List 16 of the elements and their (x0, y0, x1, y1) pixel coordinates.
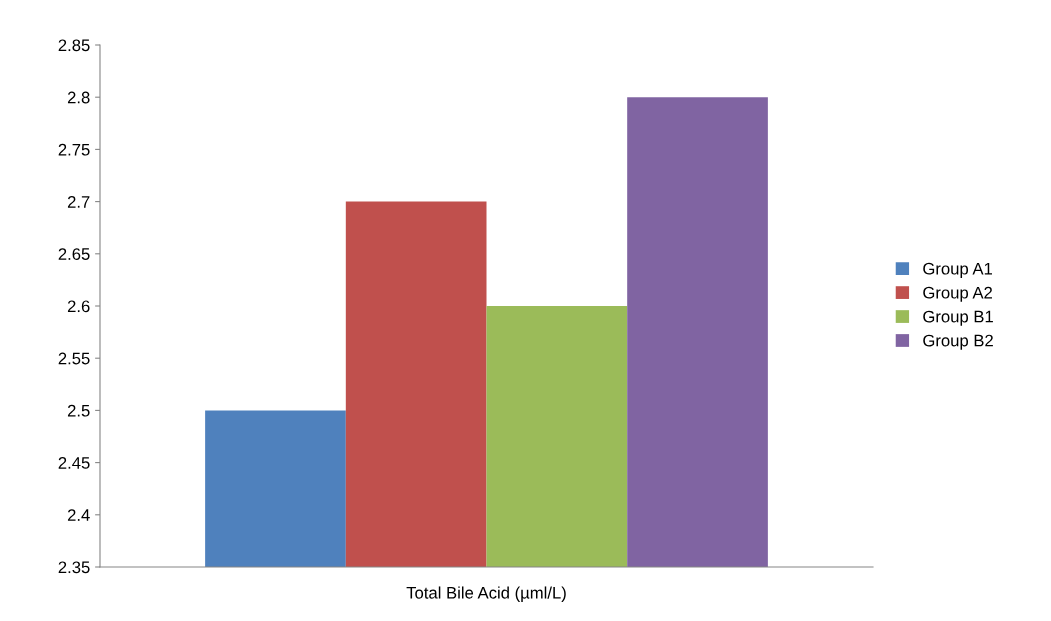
y-tick-label: 2.65 (58, 248, 90, 260)
y-tick-label: 2.45 (58, 457, 90, 469)
y-tick-label: 2.8 (67, 91, 90, 104)
legend-label: Group B1 (923, 310, 993, 326)
legend-label: Group A2 (923, 286, 992, 302)
y-tick-label: 2.35 (58, 561, 90, 574)
y-tick-label: 2.75 (58, 143, 90, 156)
x-tick-label: Total Bile Acid (µml/L) (406, 586, 566, 602)
y-tick-label: 2.4 (67, 509, 90, 521)
y-tick-label: 2.55 (58, 352, 90, 365)
y-tick-label: 2.7 (67, 196, 90, 208)
legend-label: Group B2 (923, 334, 993, 350)
y-tick-label: 2.6 (67, 300, 90, 313)
y-tick-label: 2.85 (58, 39, 90, 52)
y-tick-label: 2.5 (67, 404, 90, 417)
legend-label: Group A1 (923, 262, 992, 278)
